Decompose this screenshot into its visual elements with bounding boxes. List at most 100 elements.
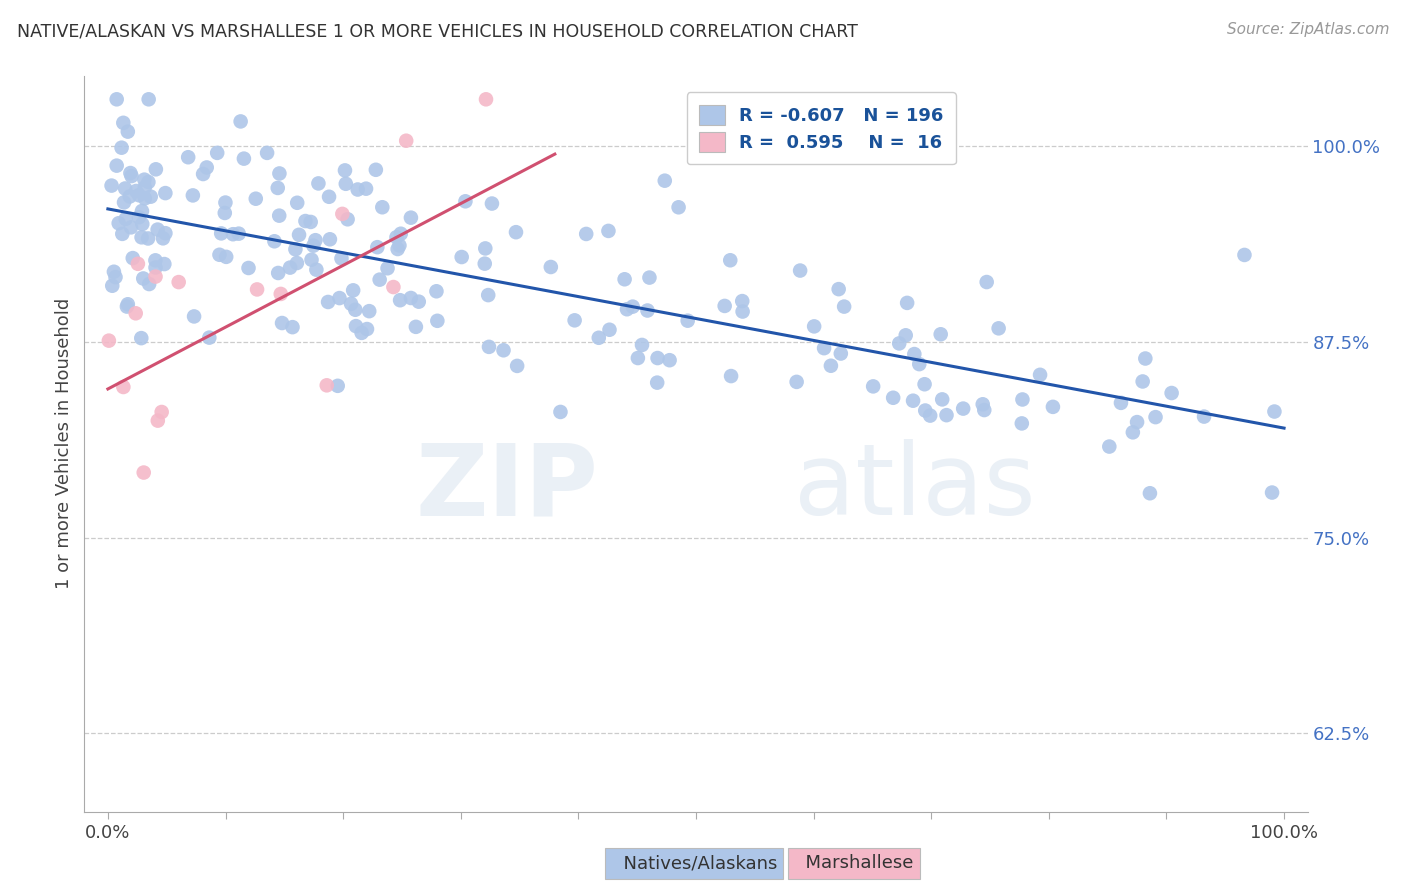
Point — [827, 282, 849, 296]
Point — [114, 181, 136, 195]
Point — [718, 253, 741, 268]
Point — [191, 167, 214, 181]
Point — [621, 300, 644, 314]
Point — [914, 377, 936, 392]
Point — [145, 253, 167, 268]
Point — [263, 234, 285, 248]
Point — [575, 227, 598, 241]
Point — [820, 359, 842, 373]
Point — [131, 230, 153, 244]
Point — [903, 347, 925, 361]
Point — [1263, 404, 1285, 418]
Point — [896, 296, 918, 310]
Point — [481, 196, 503, 211]
Point — [138, 92, 160, 106]
Point — [862, 379, 884, 393]
Point — [676, 314, 699, 328]
Point — [450, 250, 472, 264]
Point — [616, 302, 638, 317]
Point — [371, 200, 394, 214]
Point — [377, 261, 399, 276]
Point — [269, 166, 291, 180]
Point — [305, 262, 328, 277]
Point — [209, 227, 232, 241]
Point — [120, 166, 142, 180]
Point — [326, 379, 349, 393]
Point — [598, 323, 620, 337]
Point — [1042, 400, 1064, 414]
Point — [1233, 248, 1256, 262]
Point — [889, 336, 911, 351]
Point — [121, 169, 143, 183]
Point — [118, 189, 141, 203]
Point — [229, 114, 252, 128]
Point — [613, 272, 636, 286]
Point — [278, 260, 301, 275]
Point — [125, 184, 148, 198]
Point — [97, 334, 120, 348]
Point — [731, 304, 754, 318]
Point — [454, 194, 477, 209]
Point — [1109, 396, 1132, 410]
Point — [117, 297, 139, 311]
Point — [131, 204, 153, 219]
Point — [1011, 392, 1033, 407]
Point — [588, 331, 610, 345]
Point — [627, 351, 650, 365]
Point — [405, 319, 427, 334]
Point — [333, 163, 356, 178]
Point — [972, 397, 994, 411]
Point — [1011, 417, 1033, 431]
Point — [129, 331, 152, 345]
Point — [914, 403, 936, 417]
Point — [359, 304, 381, 318]
Point — [304, 233, 326, 247]
Point — [120, 220, 142, 235]
Point — [336, 212, 359, 227]
Point — [638, 270, 661, 285]
Point — [731, 294, 754, 309]
Text: Marshallese: Marshallese — [794, 855, 914, 872]
Point — [112, 116, 135, 130]
Point — [315, 378, 337, 392]
Point — [713, 299, 735, 313]
Point — [368, 273, 391, 287]
Point — [506, 359, 529, 373]
Point — [477, 288, 499, 302]
Point — [150, 405, 173, 419]
Point — [344, 302, 367, 317]
Point — [222, 227, 245, 242]
Point — [328, 291, 350, 305]
Point — [1126, 415, 1149, 429]
Text: Source: ZipAtlas.com: Source: ZipAtlas.com — [1226, 22, 1389, 37]
Point — [114, 211, 136, 226]
Point — [107, 216, 129, 230]
Point — [307, 177, 329, 191]
Point — [564, 313, 586, 327]
Point — [105, 159, 128, 173]
Point — [929, 327, 952, 342]
Point — [1122, 425, 1144, 440]
Point — [302, 238, 325, 252]
Point — [208, 248, 231, 262]
Point — [284, 242, 307, 256]
Point — [121, 251, 143, 265]
Legend: R = -0.607   N = 196, R =  0.595    N =  16: R = -0.607 N = 196, R = 0.595 N = 16 — [686, 92, 956, 164]
Point — [128, 211, 150, 225]
Point — [155, 226, 177, 240]
Point — [364, 162, 387, 177]
Point — [155, 186, 177, 200]
Point — [350, 326, 373, 340]
Point — [720, 369, 742, 384]
Point — [288, 227, 311, 242]
Point — [128, 188, 150, 202]
Text: atlas: atlas — [794, 440, 1035, 536]
Point — [976, 275, 998, 289]
Point — [115, 300, 138, 314]
Point — [134, 172, 156, 186]
Point — [232, 152, 254, 166]
Point — [492, 343, 515, 358]
Point — [110, 141, 132, 155]
Point — [1098, 440, 1121, 454]
Point — [366, 240, 388, 254]
